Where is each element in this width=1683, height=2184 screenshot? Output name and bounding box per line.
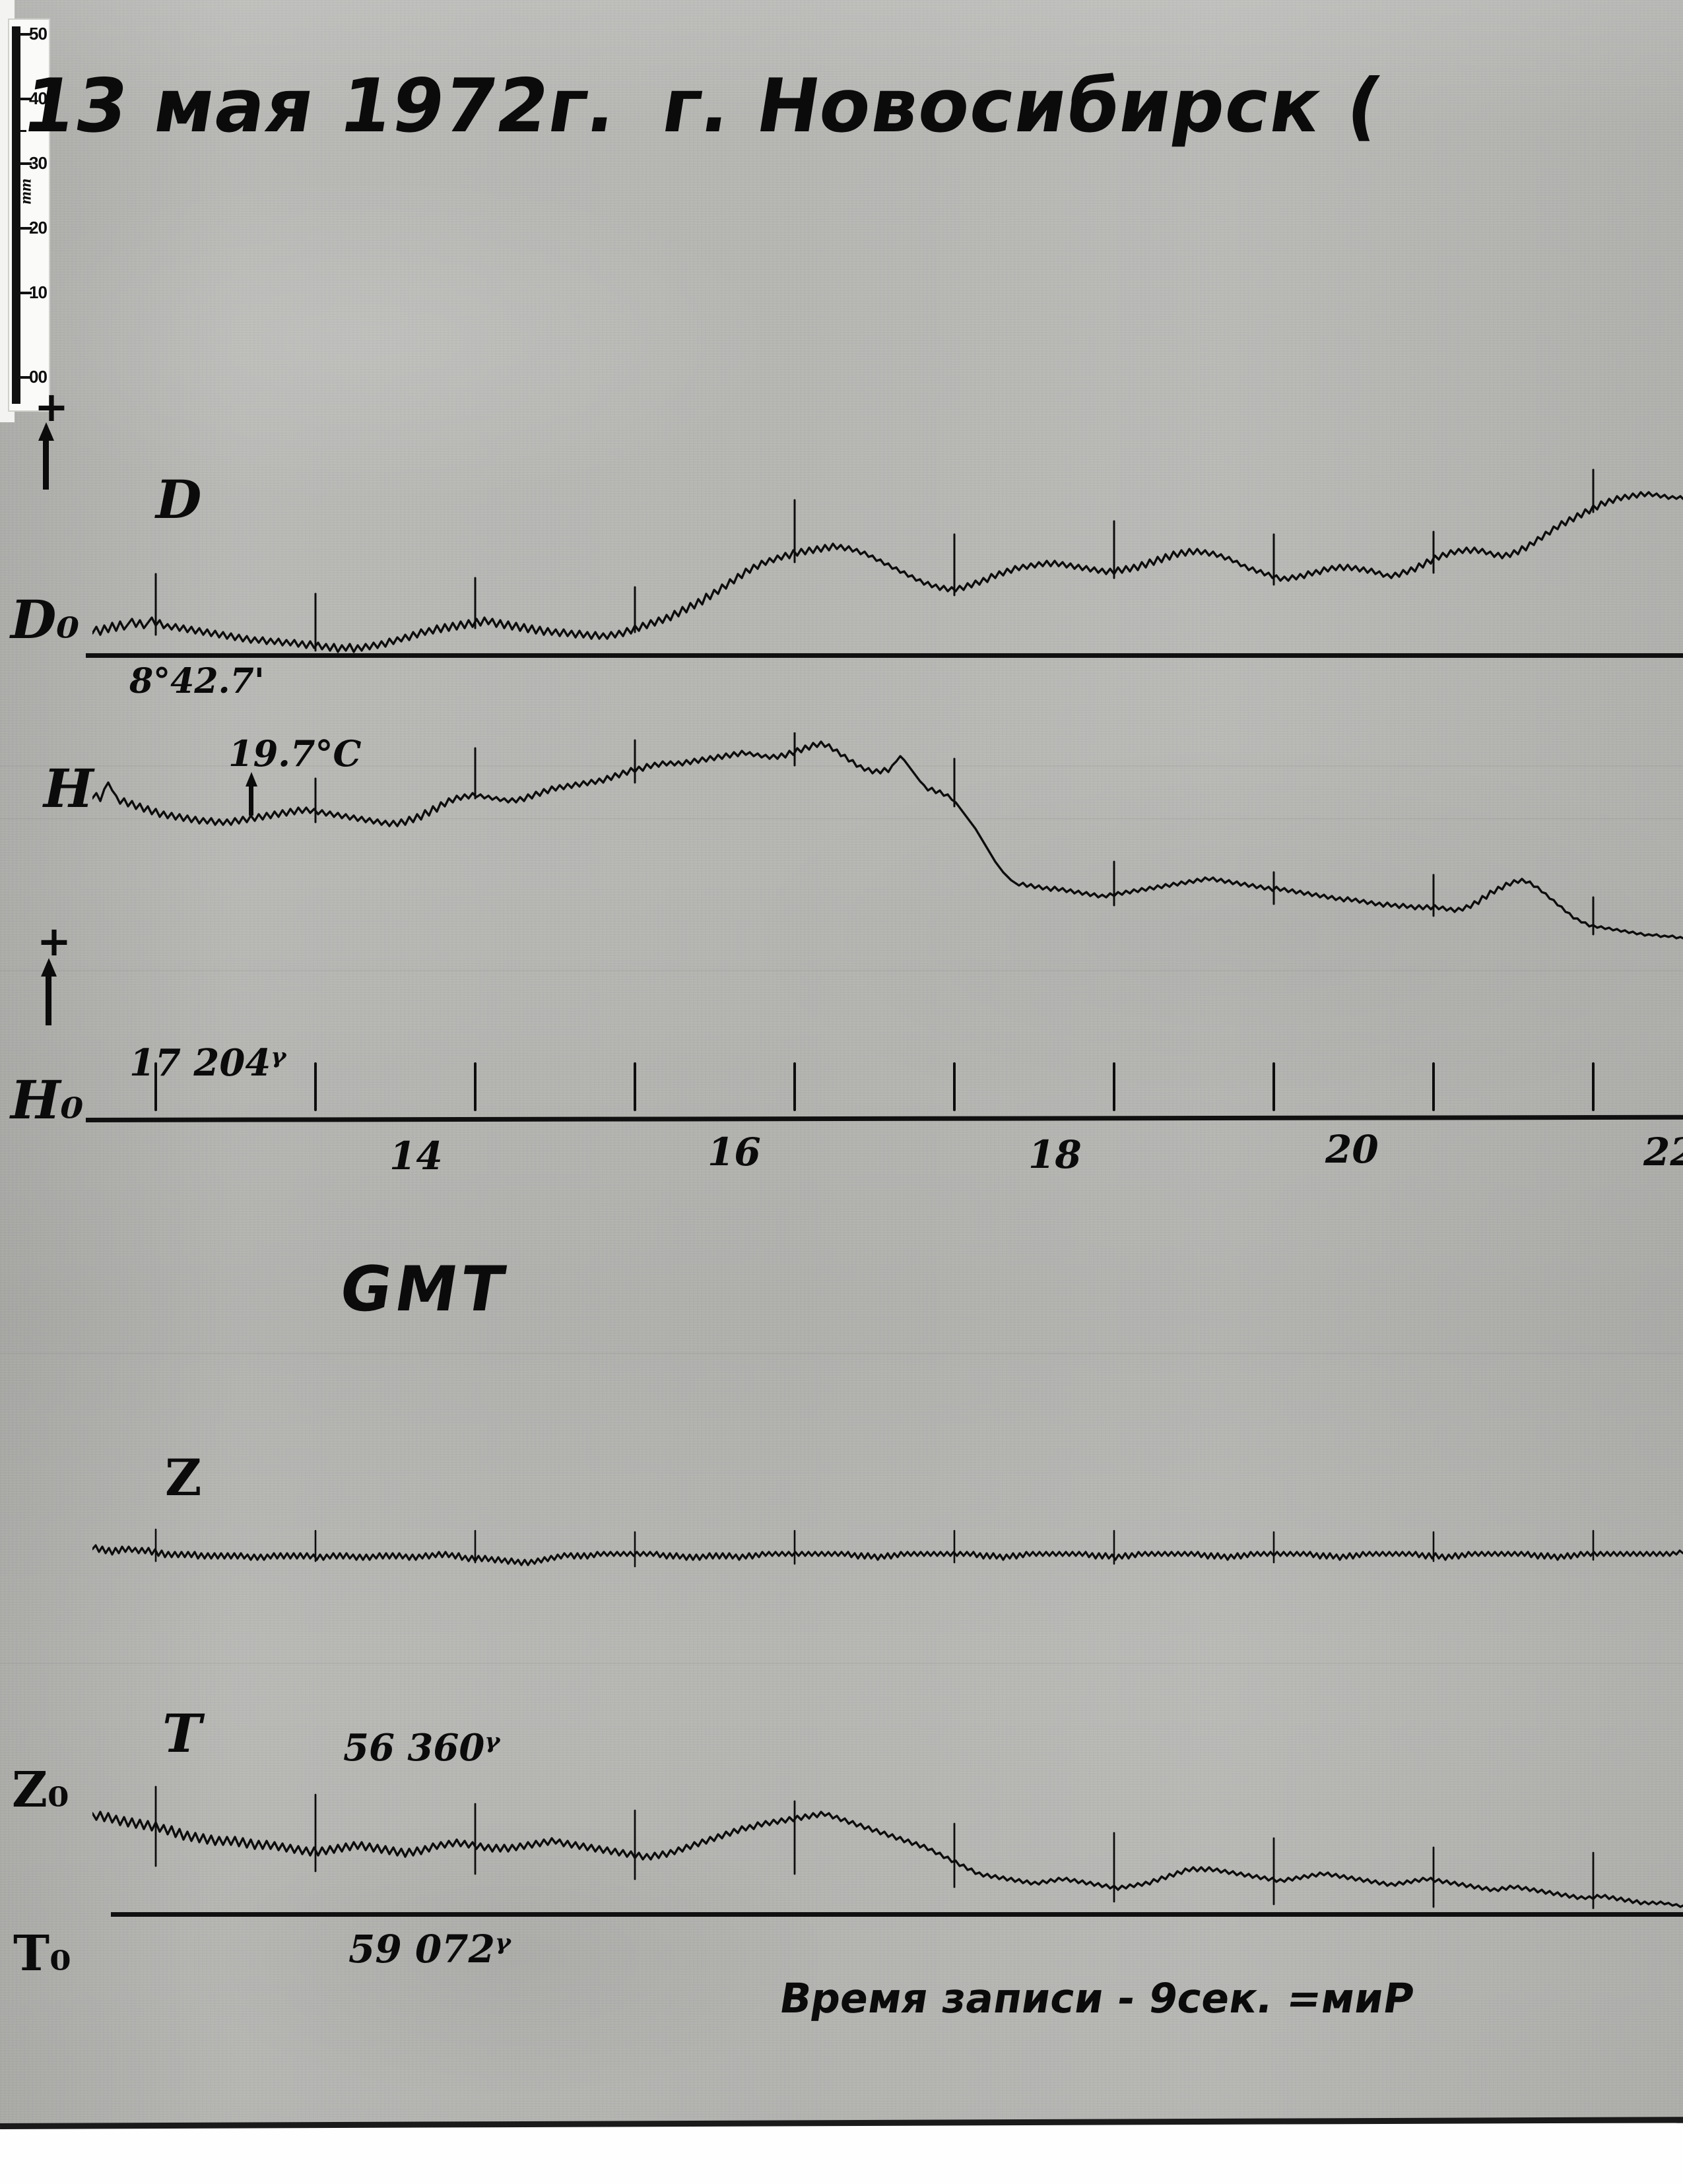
t-baseline-value: 59 072ᵞ <box>348 1927 512 1972</box>
scan-bottom-border <box>0 2117 1683 2184</box>
time-axis-ticks <box>92 1049 1683 1122</box>
d-trace-label: D <box>156 468 202 530</box>
d-baseline-value: 8°42.7' <box>129 661 265 701</box>
ruler-tick-00: 00 <box>29 367 48 387</box>
time-axis-label: GMT <box>335 1254 513 1326</box>
time-tick-label-18: 18 <box>1028 1132 1082 1177</box>
ruler-unit-label: mm <box>16 178 35 205</box>
ruler-tick-30: 30 <box>29 153 48 173</box>
recording-time-note: Время записи - 9сек. =миΡ <box>776 1974 1418 2022</box>
t-trace-label: T <box>162 1702 202 1764</box>
ruler-tick-10: 10 <box>29 282 48 302</box>
d-trace <box>92 462 1683 653</box>
ruler-tick-50: 50 <box>29 24 48 44</box>
h-baseline-label: H₀ <box>11 1069 84 1131</box>
scan-band <box>0 1353 1683 1354</box>
h-baseline-value: 17 204ᵞ <box>129 1041 286 1085</box>
ruler-tick-40: 40 <box>29 88 48 108</box>
title-date: 13 мая 1972г. <box>16 63 624 149</box>
h-trace-label: H <box>44 757 94 819</box>
scan-band <box>0 970 1683 971</box>
scan-band <box>0 1663 1683 1664</box>
h-trace <box>92 732 1683 944</box>
ruler-tick-20: 20 <box>29 218 48 238</box>
z-trace <box>92 1518 1683 1597</box>
mm-ruler: 50 40 30 20 10 00 mm <box>8 18 50 412</box>
z-baseline-value: 56 360ᵞ <box>343 1726 500 1770</box>
ruler-bar <box>12 26 20 404</box>
d-baseline <box>86 653 1683 658</box>
h-polarity-plus: + <box>37 917 71 965</box>
h-temperature-value: 19.7°C <box>228 732 362 775</box>
d-baseline-label: D₀ <box>11 589 80 651</box>
t-baseline <box>111 1912 1683 1917</box>
t-trace <box>92 1782 1683 1913</box>
t-baseline-label: T₀ <box>13 1925 71 1982</box>
z-baseline-label: Z₀ <box>12 1762 69 1818</box>
time-tick-label-14: 14 <box>389 1134 443 1178</box>
title-place: г. Новосибирск ( <box>656 63 1389 149</box>
paper-background <box>0 0 1683 2128</box>
z-trace-label: Z <box>165 1448 202 1507</box>
time-tick-label-20: 20 <box>1325 1127 1379 1172</box>
page-title: 13 мая 1972г. г. Новосибирск ( <box>17 63 1389 149</box>
time-tick-label-16: 16 <box>708 1130 761 1174</box>
time-tick-label-22: 22 <box>1643 1130 1683 1174</box>
